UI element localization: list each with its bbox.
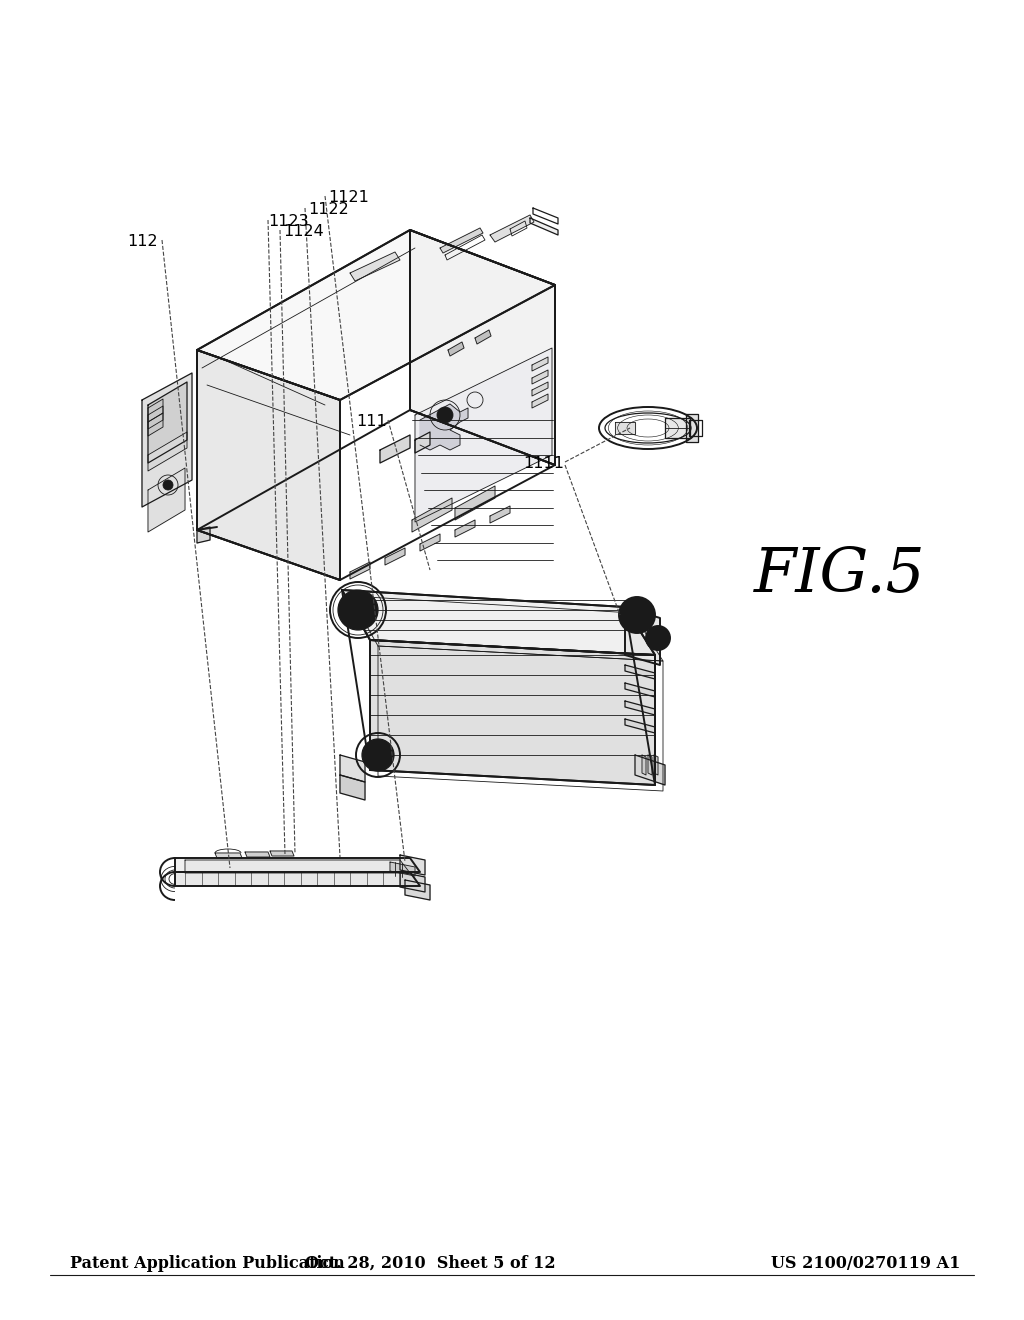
Text: 1123: 1123: [268, 214, 308, 228]
Polygon shape: [340, 775, 365, 800]
Polygon shape: [625, 607, 660, 665]
Polygon shape: [449, 342, 464, 356]
Polygon shape: [410, 230, 555, 465]
Circle shape: [338, 590, 378, 630]
Polygon shape: [625, 701, 655, 715]
Polygon shape: [215, 853, 242, 858]
Polygon shape: [440, 228, 483, 253]
Polygon shape: [270, 851, 294, 855]
Polygon shape: [340, 755, 365, 781]
Polygon shape: [197, 350, 340, 579]
Polygon shape: [615, 422, 635, 434]
Text: 112: 112: [127, 235, 158, 249]
Text: 1111: 1111: [523, 457, 564, 471]
Polygon shape: [148, 399, 163, 422]
Polygon shape: [148, 469, 185, 532]
Polygon shape: [532, 356, 548, 371]
Polygon shape: [245, 851, 270, 857]
Polygon shape: [400, 873, 425, 892]
Polygon shape: [350, 562, 370, 579]
Polygon shape: [175, 858, 420, 873]
Polygon shape: [686, 414, 698, 442]
Polygon shape: [532, 370, 548, 384]
Polygon shape: [532, 381, 548, 396]
Polygon shape: [455, 520, 475, 537]
Polygon shape: [490, 506, 510, 523]
Polygon shape: [532, 393, 548, 408]
Polygon shape: [415, 348, 552, 521]
Polygon shape: [625, 665, 655, 678]
Text: FIG.5: FIG.5: [755, 545, 926, 605]
Circle shape: [362, 739, 394, 771]
Text: 1121: 1121: [328, 190, 369, 206]
Polygon shape: [455, 486, 495, 520]
Polygon shape: [475, 330, 490, 345]
Circle shape: [646, 626, 670, 649]
Polygon shape: [197, 527, 210, 543]
Polygon shape: [148, 432, 187, 471]
Polygon shape: [406, 880, 430, 900]
Polygon shape: [175, 873, 420, 886]
Circle shape: [163, 480, 173, 490]
Circle shape: [348, 601, 368, 620]
Text: 1124: 1124: [283, 224, 324, 239]
Polygon shape: [648, 755, 652, 775]
Circle shape: [627, 605, 647, 624]
Circle shape: [437, 407, 453, 422]
Polygon shape: [380, 436, 410, 463]
Polygon shape: [490, 215, 534, 242]
Polygon shape: [400, 855, 425, 875]
Polygon shape: [148, 413, 163, 436]
Polygon shape: [350, 252, 400, 281]
Text: 111: 111: [356, 413, 387, 429]
Text: Oct. 28, 2010  Sheet 5 of 12: Oct. 28, 2010 Sheet 5 of 12: [305, 1255, 555, 1271]
Polygon shape: [390, 862, 415, 876]
Circle shape: [618, 597, 655, 634]
Polygon shape: [665, 418, 690, 438]
Polygon shape: [654, 755, 658, 775]
Polygon shape: [197, 230, 555, 400]
Polygon shape: [370, 640, 655, 785]
Polygon shape: [420, 404, 468, 450]
Polygon shape: [625, 719, 655, 733]
Text: Patent Application Publication: Patent Application Publication: [70, 1255, 345, 1271]
Circle shape: [632, 610, 642, 620]
Polygon shape: [530, 218, 558, 235]
Polygon shape: [420, 535, 440, 550]
Polygon shape: [412, 498, 452, 532]
Polygon shape: [625, 682, 655, 697]
Polygon shape: [142, 374, 193, 507]
Polygon shape: [148, 381, 187, 463]
Text: US 2100/0270119 A1: US 2100/0270119 A1: [771, 1255, 961, 1271]
Polygon shape: [148, 407, 163, 429]
Polygon shape: [185, 861, 410, 873]
Polygon shape: [642, 755, 646, 775]
Polygon shape: [342, 590, 655, 655]
Polygon shape: [385, 548, 406, 565]
Circle shape: [370, 747, 386, 763]
Text: 1122: 1122: [308, 202, 349, 216]
Polygon shape: [415, 432, 430, 453]
Polygon shape: [635, 755, 665, 785]
Polygon shape: [689, 420, 702, 436]
